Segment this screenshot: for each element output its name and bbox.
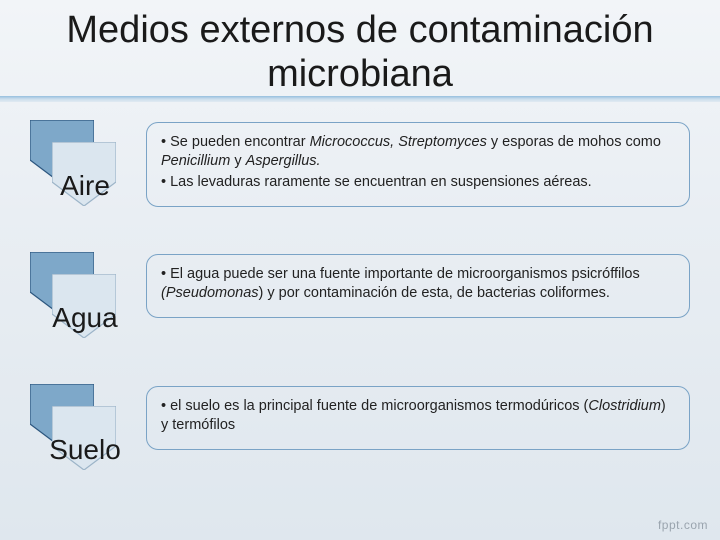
bullet-list: El agua puede ser una fuente importante … [161,265,675,303]
bullet-list: el suelo es la principal fuente de micro… [161,397,675,435]
header-stripe [0,96,720,102]
page-title: Medios externos de contaminación microbi… [0,8,720,96]
bullet-item: el suelo es la principal fuente de micro… [161,397,675,435]
bullet-list: Se pueden encontrar Micrococcus, Strepto… [161,133,675,192]
bullets-box: Se pueden encontrar Micrococcus, Strepto… [146,122,690,207]
watermark: fppt.com [658,518,708,532]
section-label: Agua [32,286,138,350]
bullets-box: el suelo es la principal fuente de micro… [146,386,690,450]
section-label: Suelo [32,418,138,482]
slide: Medios externos de contaminación microbi… [0,0,720,540]
bullet-item: Se pueden encontrar Micrococcus, Strepto… [161,133,675,171]
bullets-box: El agua puede ser una fuente importante … [146,254,690,318]
section-label: Aire [32,154,138,218]
bullet-item: Las levaduras raramente se encuentran en… [161,173,675,192]
bullet-item: El agua puede ser una fuente importante … [161,265,675,303]
section-aire: Aire Se pueden encontrar Micrococcus, St… [30,120,690,220]
section-agua: Agua El agua puede ser una fuente import… [30,252,690,352]
sections-container: Aire Se pueden encontrar Micrococcus, St… [30,120,690,516]
section-suelo: Suelo el suelo es la principal fuente de… [30,384,690,484]
